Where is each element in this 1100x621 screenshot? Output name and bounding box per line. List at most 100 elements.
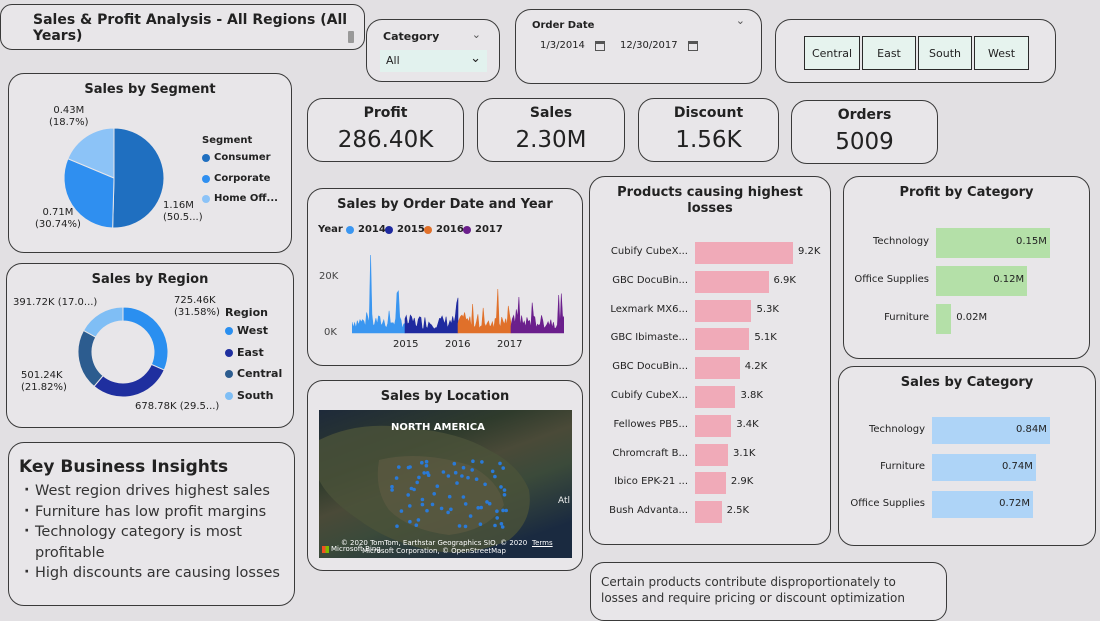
map-point[interactable] [452, 461, 457, 466]
map-point[interactable] [449, 507, 453, 512]
bar-0[interactable] [936, 228, 1050, 258]
map-point[interactable] [441, 470, 446, 474]
legend-item-central[interactable]: Central [225, 367, 282, 380]
bar-8[interactable] [695, 472, 726, 495]
sales-timeseries-chart[interactable] [352, 251, 564, 335]
legend-item-2014[interactable]: 2014 [346, 224, 386, 235]
map-point[interactable] [395, 524, 399, 528]
map-point[interactable] [461, 495, 466, 499]
map-point[interactable] [394, 476, 399, 480]
map-point[interactable] [446, 474, 451, 478]
calendar-icon[interactable] [594, 40, 605, 51]
map-point[interactable] [425, 508, 429, 513]
calendar-icon[interactable] [687, 40, 698, 51]
map-point[interactable] [420, 497, 425, 502]
category-dropdown[interactable]: All ⌄ [380, 50, 487, 72]
map-point[interactable] [501, 508, 505, 513]
legend-item-2016[interactable]: 2016 [424, 224, 464, 235]
map-point[interactable] [463, 524, 468, 529]
bar-1[interactable] [932, 454, 1036, 481]
map-point[interactable] [408, 465, 412, 469]
series-area-2016[interactable] [457, 288, 512, 334]
map-point[interactable] [490, 469, 495, 474]
legend-item-2017[interactable]: 2017 [463, 224, 503, 235]
bar-0[interactable] [932, 417, 1050, 444]
bar-3[interactable] [695, 328, 750, 351]
map-point[interactable] [446, 510, 450, 515]
map-point[interactable] [500, 525, 505, 529]
series-area-2014[interactable] [352, 254, 406, 334]
map-point[interactable] [470, 468, 474, 472]
series-area-2015[interactable] [404, 297, 459, 334]
legend-item-2015[interactable]: 2015 [385, 224, 425, 235]
map-point[interactable] [466, 475, 470, 480]
map-point[interactable] [468, 514, 473, 518]
map-point[interactable] [483, 482, 487, 487]
legend-item-west[interactable]: West [225, 324, 268, 337]
map-point[interactable] [425, 471, 430, 475]
map-point[interactable] [420, 502, 425, 507]
map-point[interactable] [439, 506, 444, 511]
map-view[interactable]: NORTH AMERICA Atl Microsoft Bing © 2020 … [319, 410, 572, 558]
map-point[interactable] [499, 485, 503, 489]
series-area-2017[interactable] [510, 293, 564, 334]
bar-7[interactable] [695, 443, 729, 466]
map-point[interactable] [414, 523, 419, 527]
segment-pie-chart[interactable] [54, 118, 174, 238]
map-point[interactable] [493, 523, 497, 528]
map-points[interactable] [319, 410, 572, 558]
profit-bar-chart[interactable]: Technology 0.15M Office Supplies 0.12M Furni… [844, 177, 1091, 360]
map-point[interactable] [479, 505, 483, 510]
map-point[interactable] [476, 506, 480, 510]
map-point[interactable] [460, 474, 464, 478]
bar-2[interactable] [695, 299, 752, 322]
bar-2[interactable] [936, 304, 952, 334]
bar-9[interactable] [695, 501, 722, 524]
map-point[interactable] [502, 493, 507, 497]
legend-item-consumer[interactable]: Consumer [202, 152, 271, 163]
legend-item-corporate[interactable]: Corporate [202, 173, 270, 184]
scroll-handle-icon[interactable] [348, 31, 354, 43]
map-point[interactable] [408, 504, 412, 508]
map-point[interactable] [499, 522, 504, 526]
map-point[interactable] [417, 475, 421, 480]
chevron-down-icon[interactable]: ⌄ [471, 28, 481, 41]
donut-slice-2[interactable] [77, 329, 104, 388]
map-point[interactable] [495, 516, 499, 520]
map-point[interactable] [504, 508, 508, 513]
bar-4[interactable] [695, 357, 740, 380]
pie-slice-0[interactable] [112, 127, 165, 229]
map-point[interactable] [408, 519, 412, 524]
map-point[interactable] [493, 474, 497, 479]
map-point[interactable] [390, 488, 394, 492]
legend-item-home-office[interactable]: Home Off... [202, 193, 278, 204]
map-point[interactable] [474, 477, 479, 481]
map-point[interactable] [412, 487, 416, 492]
map-point[interactable] [447, 494, 452, 499]
map-point[interactable] [430, 502, 435, 507]
end-date-input[interactable]: 12/30/2017 [620, 40, 698, 51]
map-point[interactable] [416, 518, 421, 522]
map-point[interactable] [457, 524, 462, 528]
bar-6[interactable] [695, 414, 732, 437]
map-point[interactable] [487, 501, 492, 506]
map-point[interactable] [422, 471, 426, 475]
region-button-south[interactable]: South [918, 36, 972, 70]
map-point[interactable] [420, 460, 424, 465]
map-point[interactable] [471, 459, 475, 463]
map-point[interactable] [485, 500, 489, 504]
region-button-east[interactable]: East [862, 36, 916, 70]
map-point[interactable] [478, 522, 483, 526]
bar-1[interactable] [936, 266, 1028, 296]
map-point[interactable] [409, 486, 414, 491]
bar-0[interactable] [695, 242, 793, 264]
map-point[interactable] [502, 488, 507, 492]
pie-slice-1[interactable] [63, 158, 115, 229]
map-point[interactable] [415, 480, 419, 485]
map-point[interactable] [455, 481, 459, 485]
map-point[interactable] [461, 465, 466, 470]
region-donut-chart[interactable] [77, 306, 169, 398]
map-point[interactable] [432, 492, 436, 496]
map-point[interactable] [424, 463, 429, 468]
map-point[interactable] [453, 470, 458, 475]
